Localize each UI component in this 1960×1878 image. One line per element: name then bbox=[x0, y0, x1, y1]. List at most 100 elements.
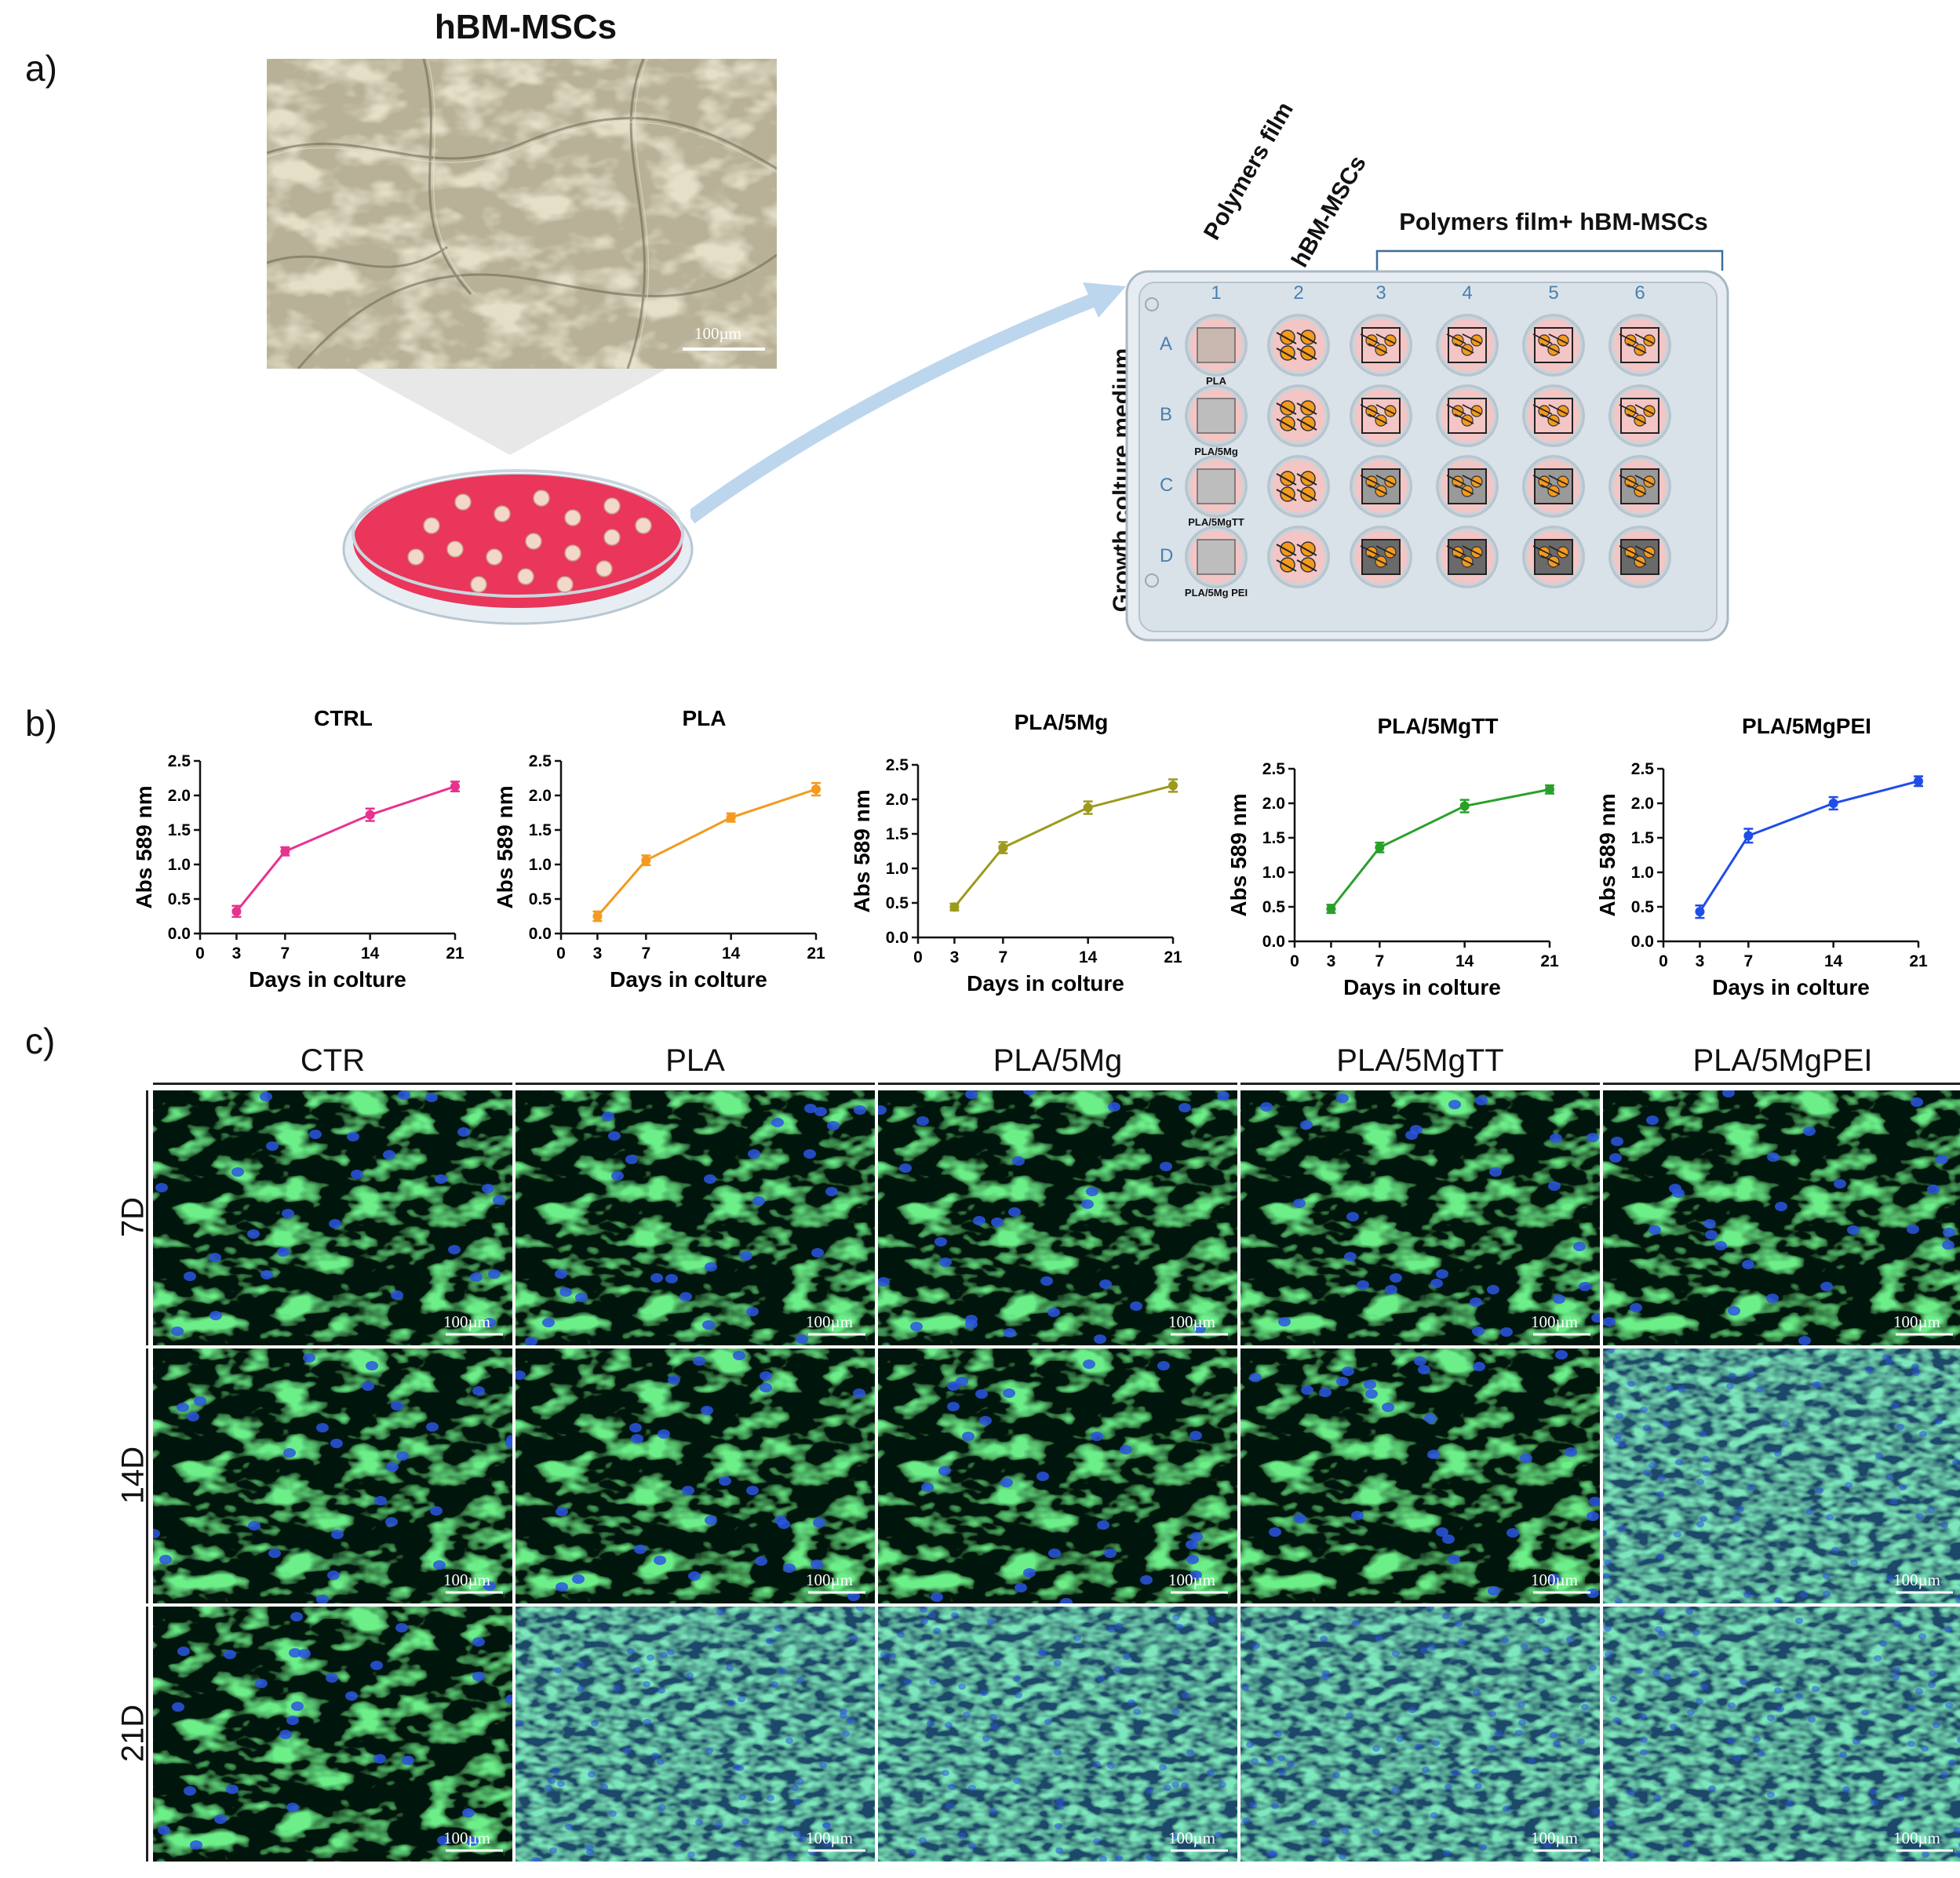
x-tick-label: 3 bbox=[1696, 952, 1705, 970]
y-tick-label: 1.0 bbox=[168, 856, 191, 874]
column-header: PLA bbox=[665, 1043, 725, 1078]
y-tick-label: 0.5 bbox=[1631, 898, 1655, 916]
group-bracket bbox=[1375, 249, 1724, 271]
data-point bbox=[949, 902, 960, 912]
scale-bar-label: 100µm bbox=[1893, 1829, 1940, 1847]
scale-bar-label: 100µm bbox=[443, 1829, 490, 1847]
x-tick-label: 0 bbox=[1290, 952, 1299, 970]
panel-b-letter: b) bbox=[25, 703, 57, 744]
x-tick-label: 0 bbox=[1659, 952, 1668, 970]
x-tick-label: 14 bbox=[1455, 952, 1474, 970]
x-tick-label: 0 bbox=[913, 948, 923, 966]
x-tick-label: 7 bbox=[1743, 952, 1753, 970]
plate-row-B: B bbox=[1160, 404, 1173, 425]
y-axis-label: Abs 589 nm bbox=[493, 785, 517, 908]
scale-bar-label: 100µm bbox=[1531, 1312, 1578, 1331]
chart-title: PLA/5Mg bbox=[1015, 710, 1109, 734]
zoom-cone bbox=[353, 369, 667, 455]
x-tick-label: 3 bbox=[232, 944, 242, 963]
column-underline bbox=[878, 1083, 1237, 1085]
well-D5 bbox=[1522, 526, 1585, 588]
scale-bar-label: 100µm bbox=[1168, 1829, 1215, 1847]
y-tick-label: 0.0 bbox=[1631, 933, 1654, 951]
y-tick-label: 0.5 bbox=[168, 890, 191, 908]
x-tick-label: 7 bbox=[641, 944, 650, 963]
data-point bbox=[998, 843, 1008, 853]
x-tick-label: 0 bbox=[556, 944, 566, 963]
x-tick-label: 14 bbox=[361, 944, 380, 963]
fluorescence-image: 100µm bbox=[878, 1348, 1237, 1603]
fluorescence-image: 100µm bbox=[1603, 1607, 1960, 1862]
series-line bbox=[1699, 780, 1919, 912]
y-tick-label: 2.0 bbox=[1262, 795, 1285, 813]
data-point bbox=[1375, 843, 1385, 853]
x-axis-label: Days in colture bbox=[1343, 975, 1501, 999]
scale-bar-label: 100µm bbox=[443, 1570, 490, 1589]
data-point bbox=[1828, 799, 1838, 808]
well-B6 bbox=[1608, 384, 1671, 447]
well-B2 bbox=[1267, 384, 1330, 447]
data-point bbox=[365, 810, 375, 820]
x-tick-label: 3 bbox=[950, 948, 960, 966]
y-axis-label: Abs 589 nm bbox=[1595, 793, 1619, 916]
x-tick-label: 21 bbox=[446, 944, 464, 963]
x-axis-label: Days in colture bbox=[1712, 975, 1870, 999]
scale-bar-label: 100µm bbox=[443, 1312, 490, 1331]
chart-title: PLA bbox=[683, 706, 727, 730]
row-divider bbox=[146, 1090, 148, 1345]
y-tick-label: 2.0 bbox=[529, 787, 552, 805]
micrograph-title: hBM-MSCs bbox=[434, 8, 618, 46]
scale-bar-label: 100µm bbox=[1531, 1829, 1578, 1847]
micrograph-scale-bar: 100µm bbox=[694, 324, 741, 343]
data-point bbox=[280, 846, 290, 857]
column-underline bbox=[1240, 1083, 1600, 1085]
fluorescence-image: 100µm bbox=[878, 1090, 1237, 1345]
well-C2 bbox=[1267, 455, 1330, 518]
x-tick-label: 3 bbox=[1327, 952, 1336, 970]
well-A5 bbox=[1522, 314, 1585, 377]
plate-column-1: 1 bbox=[1211, 282, 1222, 304]
scale-bar-label: 100µm bbox=[1893, 1312, 1940, 1331]
column-underline bbox=[153, 1083, 512, 1085]
y-tick-label: 2.0 bbox=[886, 791, 909, 809]
y-tick-label: 1.0 bbox=[1262, 864, 1285, 882]
series-line bbox=[235, 785, 456, 912]
y-tick-label: 1.5 bbox=[529, 821, 552, 839]
x-tick-label: 21 bbox=[807, 944, 825, 963]
label-hbm-mscs: hBM-MSCs bbox=[1287, 151, 1372, 272]
well-plate: Polymers film hBM-MSCs Polymers film+ hB… bbox=[1091, 98, 1734, 647]
y-tick-label: 2.5 bbox=[1262, 760, 1286, 778]
fluorescence-image: 100µm bbox=[153, 1090, 512, 1345]
scale-bar-label: 100µm bbox=[1531, 1570, 1578, 1589]
y-tick-label: 1.0 bbox=[529, 856, 552, 874]
data-point bbox=[1914, 776, 1923, 786]
series-line bbox=[596, 788, 817, 917]
y-tick-label: 1.0 bbox=[1631, 864, 1654, 882]
x-tick-label: 14 bbox=[722, 944, 741, 963]
y-tick-label: 0.0 bbox=[168, 925, 191, 943]
row-divider bbox=[146, 1607, 148, 1862]
well-D2 bbox=[1267, 526, 1330, 588]
plate-row-D: D bbox=[1160, 545, 1174, 566]
plate-column-2: 2 bbox=[1293, 282, 1304, 304]
data-point bbox=[231, 906, 242, 916]
chart-2: PLA 0.0 0.5 1.0 1.5 2.0 2.5 0 3 7 14 21 Days in colt… bbox=[493, 706, 825, 992]
x-tick-label: 21 bbox=[1909, 952, 1928, 970]
well-A2 bbox=[1267, 314, 1330, 377]
well-A4 bbox=[1436, 314, 1499, 377]
column-underline bbox=[516, 1083, 875, 1085]
y-tick-label: 2.0 bbox=[168, 787, 191, 805]
y-tick-label: 0.0 bbox=[886, 929, 909, 947]
well-B3 bbox=[1350, 384, 1412, 447]
phase-contrast-micrograph: 100µm bbox=[267, 59, 777, 369]
well-D1 bbox=[1185, 526, 1248, 588]
series-line bbox=[1330, 788, 1550, 910]
well-C3 bbox=[1350, 455, 1412, 518]
plate-column-6: 6 bbox=[1634, 282, 1645, 304]
well-C5 bbox=[1522, 455, 1585, 518]
chart-title: CTRL bbox=[314, 706, 373, 730]
y-tick-label: 0.5 bbox=[529, 890, 552, 908]
plate-column-5: 5 bbox=[1548, 282, 1559, 304]
row-divider bbox=[146, 1348, 148, 1603]
well-A1 bbox=[1185, 314, 1248, 377]
